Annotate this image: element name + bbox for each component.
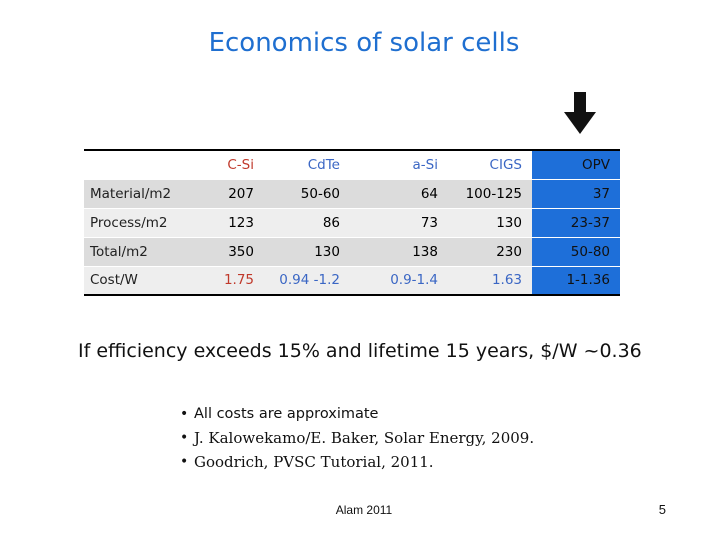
table-cell: 0.94 -1.2 bbox=[264, 266, 350, 296]
table-cell: 230 bbox=[448, 237, 532, 267]
bullet-dot-icon: • bbox=[180, 406, 189, 422]
table-row: Process/m2 123 86 73 130 23-37 bbox=[84, 208, 620, 238]
footer-credit: Alam 2011 bbox=[335, 503, 393, 517]
down-arrow-icon bbox=[564, 92, 596, 134]
table-cell: 130 bbox=[264, 237, 350, 267]
table-cell-opv: 37 bbox=[532, 179, 620, 209]
list-item: • Goodrich, PVSC Tutorial, 2011. bbox=[180, 450, 534, 474]
bullet-text: All costs are approximate bbox=[194, 406, 379, 422]
header-cell-cigs: CIGS bbox=[448, 149, 532, 180]
solar-cost-table: C-Si CdTe a-Si CIGS OPV Material/m2 207 … bbox=[84, 149, 620, 296]
table-cell: 64 bbox=[350, 179, 448, 209]
bullet-list: • All costs are approximate • J. Kalowek… bbox=[180, 402, 534, 474]
bullet-text: Goodrich, PVSC Tutorial, 2011. bbox=[194, 453, 434, 471]
table-cell: 130 bbox=[448, 208, 532, 238]
row-label: Process/m2 bbox=[84, 208, 200, 238]
bullet-text: J. Kalowekamo/E. Baker, Solar Energy, 20… bbox=[194, 429, 535, 447]
bullet-dot-icon: • bbox=[180, 430, 189, 446]
row-label: Material/m2 bbox=[84, 179, 200, 209]
table-row: Material/m2 207 50-60 64 100-125 37 bbox=[84, 179, 620, 209]
table-cell: 0.9-1.4 bbox=[350, 266, 448, 296]
table-cell-opv: 23-37 bbox=[532, 208, 620, 238]
slide-title: Economics of solar cells bbox=[208, 28, 520, 58]
row-label: Cost/W bbox=[84, 266, 200, 296]
table-cell: 100-125 bbox=[448, 179, 532, 209]
header-cell-cdte: CdTe bbox=[264, 149, 350, 180]
list-item: • All costs are approximate bbox=[180, 402, 534, 426]
table-cell: 86 bbox=[264, 208, 350, 238]
table-cell: 1.75 bbox=[200, 266, 264, 296]
list-item: • J. Kalowekamo/E. Baker, Solar Energy, … bbox=[180, 426, 534, 450]
header-cell-opv: OPV bbox=[532, 149, 620, 180]
header-cell-asi: a-Si bbox=[350, 149, 448, 180]
table-row: Cost/W 1.75 0.94 -1.2 0.9-1.4 1.63 1-1.3… bbox=[84, 266, 620, 296]
table-row: Total/m2 350 130 138 230 50-80 bbox=[84, 237, 620, 267]
bullet-dot-icon: • bbox=[180, 454, 189, 470]
table-cell: 73 bbox=[350, 208, 448, 238]
row-label: Total/m2 bbox=[84, 237, 200, 267]
table-header-row: C-Si CdTe a-Si CIGS OPV bbox=[84, 149, 620, 180]
efficiency-statement: If efficiency exceeds 15% and lifetime 1… bbox=[78, 340, 642, 362]
table-cell: 138 bbox=[350, 237, 448, 267]
header-cell-empty bbox=[84, 149, 200, 180]
page-number: 5 bbox=[658, 502, 666, 517]
table-cell: 1.63 bbox=[448, 266, 532, 296]
table-cell: 123 bbox=[200, 208, 264, 238]
table-cell: 207 bbox=[200, 179, 264, 209]
table-cell: 50-60 bbox=[264, 179, 350, 209]
table-cell-opv: 50-80 bbox=[532, 237, 620, 267]
table-cell-opv: 1-1.36 bbox=[532, 266, 620, 296]
header-cell-csi: C-Si bbox=[200, 149, 264, 180]
table-cell: 350 bbox=[200, 237, 264, 267]
